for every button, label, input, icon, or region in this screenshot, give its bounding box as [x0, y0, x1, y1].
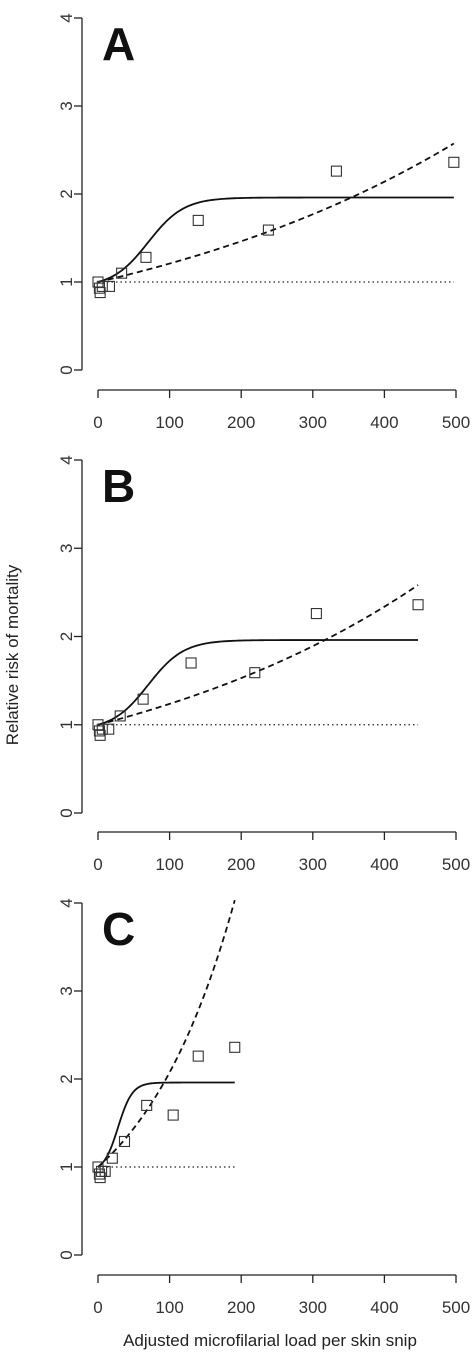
data-point	[92, 1161, 104, 1173]
solid-curve	[97, 1081, 235, 1168]
data-point	[229, 1041, 241, 1053]
x-axis-title: Adjusted microfilarial load per skin sni…	[123, 1331, 417, 1350]
y-tick-label: 2	[57, 632, 76, 641]
data-point	[103, 723, 115, 735]
data-point	[140, 251, 152, 263]
data-point	[310, 608, 322, 620]
data-point	[448, 156, 460, 168]
x-tick-label: 400	[370, 413, 398, 432]
y-tick-label: 1	[57, 277, 76, 286]
x-tick-label: 500	[442, 1298, 470, 1317]
x-tick-label: 200	[227, 1298, 255, 1317]
y-tick-label: 3	[57, 101, 76, 110]
y-tick-label: 0	[57, 1250, 76, 1259]
data-point	[92, 719, 104, 731]
x-tick-label: 200	[227, 413, 255, 432]
y-tick-label: 3	[57, 986, 76, 995]
y-tick-label: 1	[57, 1162, 76, 1171]
dashed-curve	[97, 584, 419, 726]
x-tick-label: 0	[93, 413, 102, 432]
panel-b: 0 1 2 3 4 0 100 200 300 400 500 B	[57, 455, 470, 874]
data-point	[94, 287, 106, 299]
x-tick-label: 300	[299, 1298, 327, 1317]
data-point	[94, 729, 106, 741]
y-tick-label: 1	[57, 720, 76, 729]
data-point	[103, 280, 116, 292]
panel-letter: A	[102, 18, 135, 70]
x-tick-label: 200	[227, 855, 255, 874]
x-tick-label: 100	[155, 855, 183, 874]
x-tick-label: 100	[155, 413, 183, 432]
data-point	[92, 276, 104, 288]
x-tick-label: 300	[299, 855, 327, 874]
y-tick-label: 4	[57, 13, 76, 22]
data-point	[114, 710, 126, 722]
data-point	[93, 725, 105, 737]
x-tick-label: 100	[155, 1298, 183, 1317]
data-point	[192, 1050, 204, 1062]
data-point	[167, 1109, 179, 1121]
y-tick-label: 2	[57, 1074, 76, 1083]
data-point	[192, 214, 204, 226]
panel-c: 0 1 2 3 4 0 100 200 300 400 500 C	[57, 898, 470, 1317]
dashed-curve	[97, 142, 455, 283]
data-point	[116, 267, 128, 279]
solid-curve	[97, 639, 419, 726]
y-tick-label: 0	[57, 365, 76, 374]
y-tick-label: 2	[57, 189, 76, 198]
solid-curve	[97, 196, 454, 283]
x-tick-label: 0	[93, 1298, 102, 1317]
data-point	[412, 599, 424, 611]
data-point	[96, 280, 108, 292]
data-point	[96, 723, 108, 735]
y-axis-title: Relative risk of mortality	[3, 564, 22, 745]
x-tick-label: 400	[370, 1298, 398, 1317]
data-point	[106, 1152, 118, 1164]
x-tick-label: 500	[442, 855, 470, 874]
data-point	[141, 1099, 153, 1111]
panel-a: 0 1 2 3 4 0 100 200 300 400 500 A	[57, 13, 470, 432]
panel-letter: C	[102, 903, 135, 955]
y-tick-label: 4	[57, 898, 76, 907]
y-tick-label: 3	[57, 544, 76, 553]
data-point	[93, 1168, 105, 1180]
data-point	[118, 1135, 131, 1148]
y-tick-label: 0	[57, 808, 76, 817]
data-point	[249, 667, 261, 679]
data-point	[262, 224, 274, 236]
data-point	[99, 1165, 111, 1177]
data-point	[185, 657, 197, 669]
x-tick-label: 300	[299, 413, 327, 432]
panel-letter: B	[102, 460, 135, 512]
x-tick-label: 0	[93, 855, 102, 874]
dashed-curve	[97, 899, 236, 1168]
x-tick-label: 400	[370, 855, 398, 874]
data-point	[137, 693, 149, 705]
data-point	[330, 165, 342, 177]
y-tick-label: 4	[57, 455, 76, 464]
x-tick-label: 500	[442, 413, 470, 432]
